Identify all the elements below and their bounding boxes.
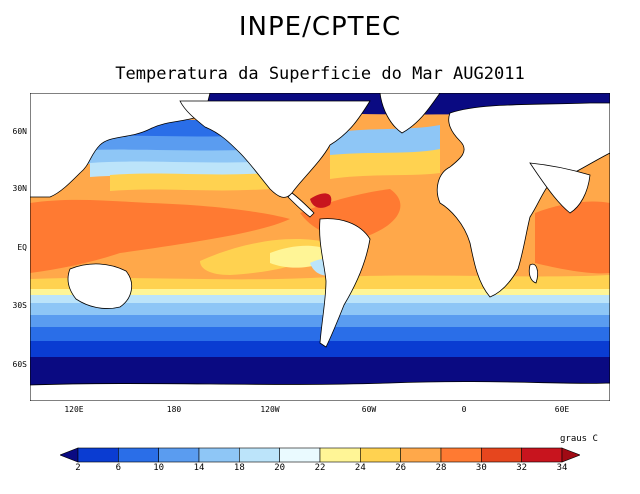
colorbar-tick-label: 32 [516,463,528,473]
colorbar-tick-label: 34 [556,463,568,473]
colorbar-segment [158,447,200,463]
colorbar-tick-label: 28 [435,463,447,473]
colorbar-segment [239,447,280,463]
colorbar-segment [319,447,361,463]
lon-label: 180 [166,405,182,414]
colorbar-tick-label: 26 [395,463,407,473]
colorbar-segment [279,447,321,463]
colorbar-tick-label: 6 [115,463,122,473]
colorbar-tick-label: 18 [233,463,245,473]
colorbar-segment [521,447,563,463]
lat-label: 30S [12,301,27,310]
colorbar-tick-label: 14 [193,463,205,473]
lon-label: 120E [64,405,84,414]
colorbar-tick-label: 24 [354,463,366,473]
colorbar-tick-label: 2 [75,463,81,473]
colorbar-segment [77,447,119,463]
colorbar-tick-label: 22 [314,463,326,473]
colorbar-segment [198,447,240,463]
colorbar-segment [60,447,79,463]
colorbar-segment [481,447,522,463]
colorbar-tick-label: 30 [475,463,487,473]
colorbar-segment [118,447,159,463]
units-label: graus C [560,434,598,444]
colorbar [60,447,580,463]
lat-label: 60S [12,360,27,369]
lat-label: 30N [12,184,27,193]
sst-map [30,93,610,401]
lon-label: 60E [554,405,570,414]
map-subtitle: Temperatura da Superficie do Mar AUG2011 [115,64,525,84]
colorbar-tick-label: 20 [274,463,286,473]
lon-label: 0 [461,405,467,414]
page-title: INPE/CPTEC [238,12,402,42]
colorbar-segment [400,447,442,463]
lon-label: 60W [361,405,377,414]
colorbar-tick-label: 10 [153,463,165,473]
colorbar-segment [360,447,401,463]
lon-label: 120W [260,405,280,414]
colorbar-segment [440,447,482,463]
lat-label: 60N [12,127,27,136]
colorbar-segment [561,447,580,463]
lat-label: EQ [17,243,27,252]
land [30,93,610,401]
